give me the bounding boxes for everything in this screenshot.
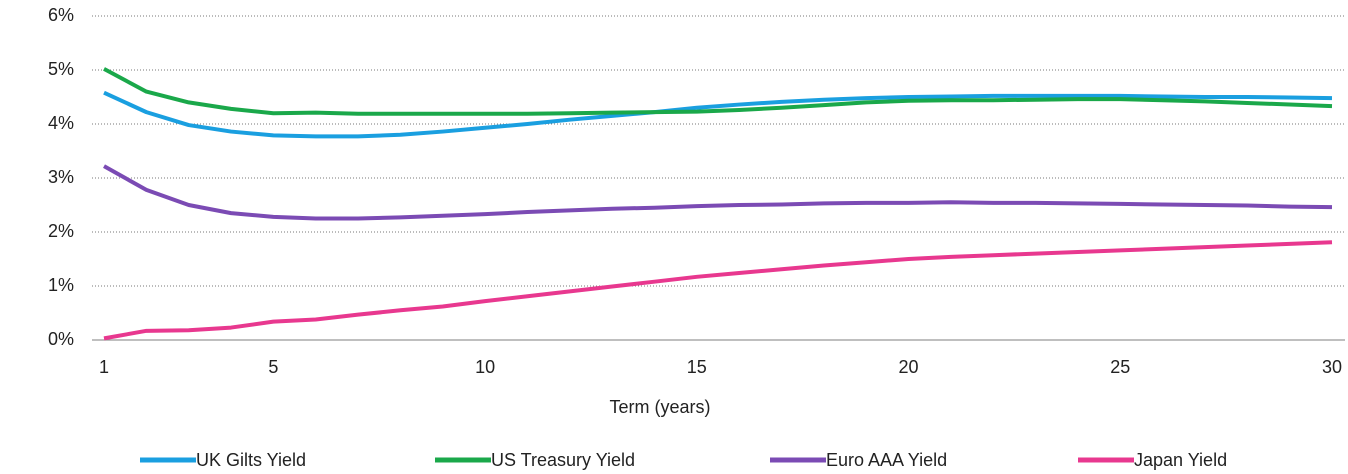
y-tick-label: 1% [48, 275, 74, 295]
series-line [103, 240, 1333, 341]
x-axis-title: Term (years) [609, 397, 710, 417]
x-tick-label: 20 [899, 357, 919, 377]
x-tick-label: 5 [268, 357, 278, 377]
legend-label: Japan Yield [1134, 450, 1227, 470]
y-tick-label: 2% [48, 221, 74, 241]
x-tick-label: 30 [1322, 357, 1342, 377]
x-tick-label: 1 [99, 357, 109, 377]
y-tick-label: 4% [48, 113, 74, 133]
x-tick-label: 25 [1110, 357, 1130, 377]
legend-label: Euro AAA Yield [826, 450, 947, 470]
y-tick-label: 6% [48, 5, 74, 25]
y-tick-label: 3% [48, 167, 74, 187]
series-line [103, 67, 1333, 116]
y-tick-label: 5% [48, 59, 74, 79]
x-tick-label: 10 [475, 357, 495, 377]
series-line [103, 164, 1333, 221]
series-line [103, 90, 1333, 139]
x-tick-label: 15 [687, 357, 707, 377]
y-tick-label: 0% [48, 329, 74, 349]
legend-label: US Treasury Yield [491, 450, 635, 470]
legend-label: UK Gilts Yield [196, 450, 306, 470]
